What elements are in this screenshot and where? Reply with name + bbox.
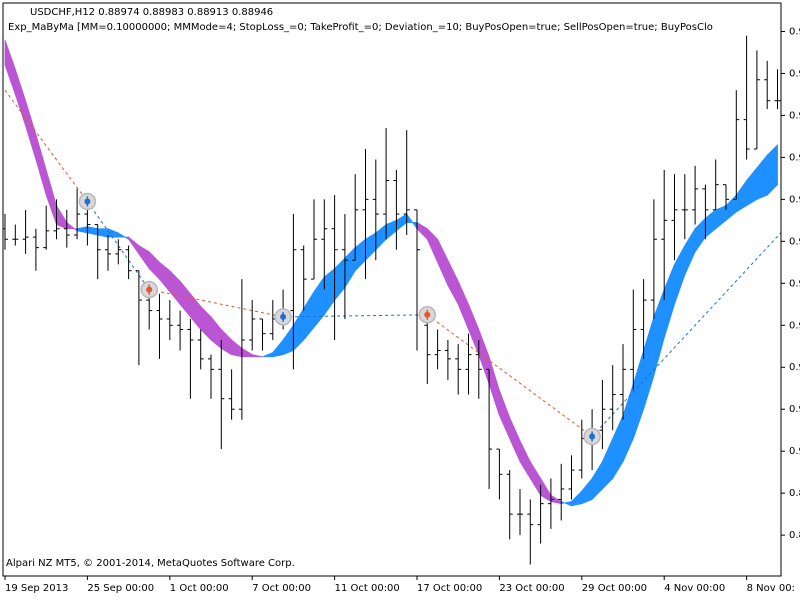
x-tick-label: 17 Oct 00:00: [417, 583, 482, 594]
x-tick-label: 7 Oct 00:00: [252, 583, 311, 594]
y-tick-label: 0.91000: [789, 236, 800, 247]
ma-band: [766, 143, 778, 197]
x-tick-label: 11 Oct 00:00: [335, 583, 400, 594]
trade-line: [427, 314, 593, 437]
y-tick-label: 0.91200: [789, 194, 800, 205]
trade-line: [4, 89, 88, 202]
trade-line: [149, 289, 284, 318]
y-tick-label: 0.92000: [789, 26, 800, 37]
x-tick-label: 23 Oct 00:00: [499, 583, 564, 594]
ma-band: [251, 354, 263, 358]
trade-marker: [78, 192, 97, 211]
y-tick-label: 0.90400: [789, 362, 800, 373]
trade-marker: [418, 306, 437, 324]
x-tick-label: 8 Nov 00:: [747, 583, 795, 594]
trade-marker: [140, 280, 158, 299]
y-tick-label: 0.91400: [789, 152, 800, 163]
x-tick-label: 29 Oct 00:00: [582, 583, 647, 594]
plot-frame: [2, 2, 782, 577]
x-tick-label: 1 Oct 00:00: [170, 583, 229, 594]
y-tick-label: 0.90000: [789, 446, 800, 457]
trade-line: [591, 231, 781, 437]
y-tick-label: 0.90800: [789, 278, 800, 289]
trade-marker: [583, 427, 601, 446]
y-tick-label: 0.91600: [789, 110, 800, 121]
x-tick-label: 4 Nov 00:00: [664, 583, 725, 594]
x-tick-label: 19 Sep 2013: [5, 583, 68, 594]
trade-line: [283, 314, 428, 318]
plot-area: [3, 35, 781, 565]
y-tick-label: 0.91800: [789, 68, 800, 79]
x-tick-label: 25 Sep 00:00: [87, 583, 154, 594]
y-tick-label: 0.90200: [789, 404, 800, 415]
y-tick-label: 0.90600: [789, 320, 800, 331]
chart-title: USDCHF,H12 0.88974 0.88983 0.88913 0.889…: [30, 7, 273, 18]
trade-marker: [274, 308, 292, 326]
indicator-label: Exp_MaByMa [MM=0.10000000; MMMode=4; Sto…: [8, 22, 713, 33]
footer: Alpari NZ MT5, © 2001-2014, MetaQuotes S…: [6, 558, 295, 569]
y-tick-label: 0.89600: [789, 530, 800, 541]
y-tick-label: 0.89800: [789, 488, 800, 499]
